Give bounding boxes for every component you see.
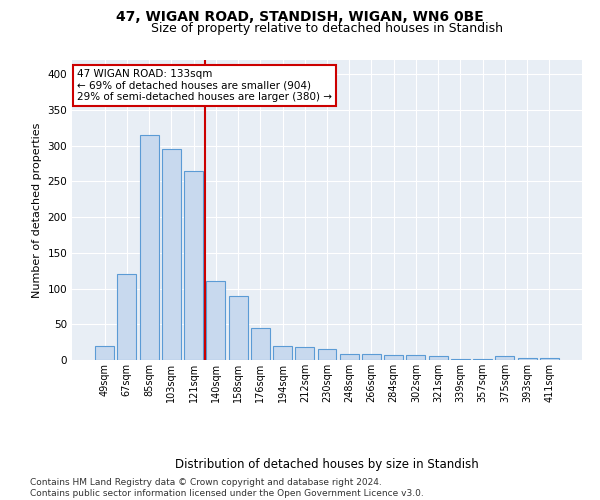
Bar — [518, 358, 536, 360]
Bar — [540, 358, 559, 360]
Title: Size of property relative to detached houses in Standish: Size of property relative to detached ho… — [151, 22, 503, 35]
Bar — [451, 358, 470, 360]
Text: 47, WIGAN ROAD, STANDISH, WIGAN, WN6 0BE: 47, WIGAN ROAD, STANDISH, WIGAN, WN6 0BE — [116, 10, 484, 24]
Bar — [362, 354, 381, 360]
Bar — [429, 356, 448, 360]
Bar — [206, 282, 225, 360]
Bar — [273, 346, 292, 360]
Bar — [162, 150, 181, 360]
Bar — [229, 296, 248, 360]
Bar — [384, 355, 403, 360]
Y-axis label: Number of detached properties: Number of detached properties — [32, 122, 42, 298]
Bar — [295, 347, 314, 360]
Bar — [184, 170, 203, 360]
Bar — [251, 328, 270, 360]
Bar — [140, 135, 158, 360]
Text: Contains HM Land Registry data © Crown copyright and database right 2024.
Contai: Contains HM Land Registry data © Crown c… — [30, 478, 424, 498]
Bar — [340, 354, 359, 360]
Bar — [473, 358, 492, 360]
Bar — [496, 356, 514, 360]
Bar — [317, 350, 337, 360]
Text: 47 WIGAN ROAD: 133sqm
← 69% of detached houses are smaller (904)
29% of semi-det: 47 WIGAN ROAD: 133sqm ← 69% of detached … — [77, 69, 332, 102]
Bar — [95, 346, 114, 360]
X-axis label: Distribution of detached houses by size in Standish: Distribution of detached houses by size … — [175, 458, 479, 470]
Bar — [118, 274, 136, 360]
Bar — [406, 355, 425, 360]
